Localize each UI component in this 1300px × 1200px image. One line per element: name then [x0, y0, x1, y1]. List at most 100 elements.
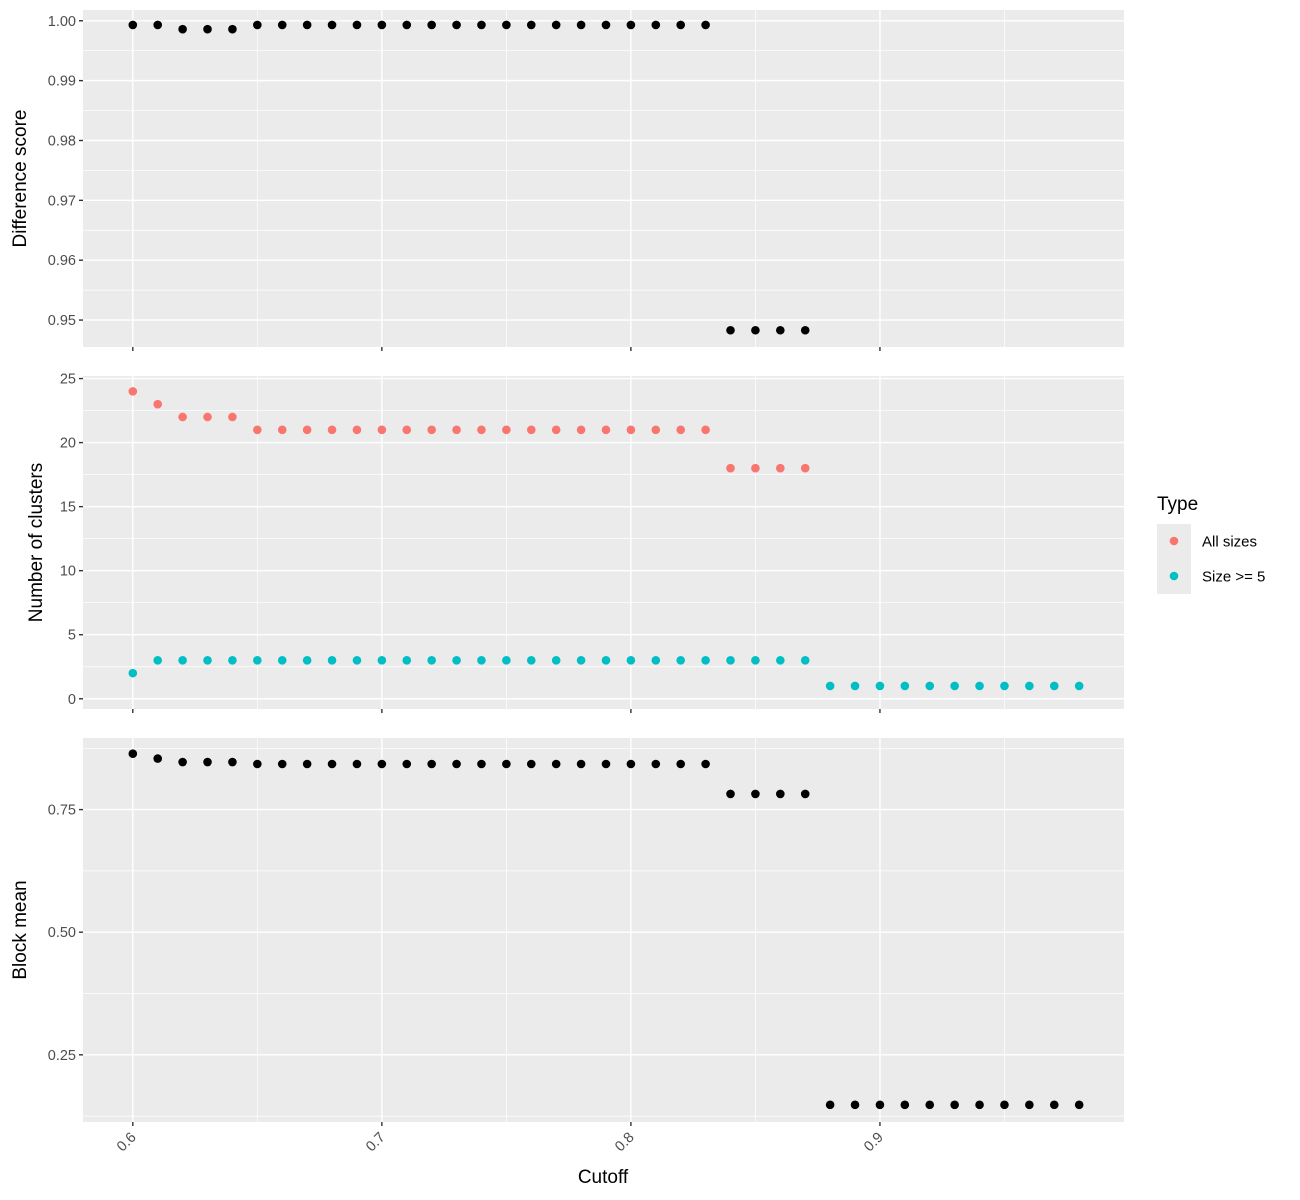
- data-point: [1000, 1100, 1009, 1110]
- data-point: [850, 681, 860, 691]
- data-point: [377, 20, 387, 30]
- data-point: [377, 425, 387, 435]
- data-point: [825, 1100, 835, 1110]
- data-point: [875, 1100, 885, 1110]
- data-point: [153, 754, 163, 763]
- y-tick-label: 0.25: [48, 1048, 76, 1064]
- data-point: [327, 656, 337, 665]
- legend-entries: All sizes Size >= 5: [1169, 534, 1265, 586]
- data-point: [377, 656, 387, 665]
- legend-key: [1169, 571, 1179, 581]
- data-point: [352, 425, 362, 435]
- data-point: [776, 789, 785, 799]
- legend-key-background: [1157, 524, 1191, 594]
- y-tick-label: 0.75: [48, 803, 76, 819]
- panel-background: [83, 738, 1124, 1122]
- data-point: [526, 759, 536, 769]
- data-point: [1049, 1100, 1059, 1110]
- y-tick-label: 5: [68, 628, 76, 644]
- data-point: [253, 656, 262, 665]
- panel-3: 0.25 0.50 0.75 Block mean: [10, 738, 1124, 1126]
- data-point: [950, 681, 959, 691]
- data-point: [427, 759, 436, 769]
- data-point: [228, 656, 237, 665]
- data-point: [178, 757, 187, 767]
- data-point: [1074, 1100, 1084, 1110]
- data-point: [800, 789, 810, 799]
- data-point: [975, 681, 984, 691]
- data-point: [900, 1100, 910, 1110]
- data-point: [203, 656, 212, 665]
- data-point: [452, 759, 461, 769]
- data-point: [925, 681, 935, 691]
- data-point: [751, 463, 760, 473]
- data-point: [203, 412, 212, 422]
- data-point: [402, 425, 412, 435]
- data-point: [726, 656, 735, 665]
- panel-2: 0 5 10 15 20 25 Number of clusters: [26, 372, 1124, 713]
- legend-title: Type: [1157, 494, 1198, 515]
- y-tick-label: 0.99: [48, 74, 76, 90]
- data-point: [203, 24, 212, 34]
- data-point: [228, 24, 237, 34]
- data-point: [601, 656, 611, 665]
- data-point: [452, 656, 461, 665]
- data-point: [352, 656, 362, 665]
- data-point: [526, 656, 536, 665]
- data-point: [526, 20, 536, 30]
- data-point: [626, 656, 636, 665]
- data-point: [1025, 681, 1034, 691]
- data-point: [327, 425, 337, 435]
- data-point: [825, 681, 835, 691]
- data-point: [751, 325, 760, 335]
- x-tick-label: 0.9: [861, 1130, 887, 1156]
- data-point: [576, 20, 586, 30]
- data-point: [551, 656, 561, 665]
- data-point: [601, 759, 611, 769]
- data-point: [302, 425, 312, 435]
- data-point: [502, 425, 511, 435]
- data-point: [477, 759, 486, 769]
- data-point: [726, 789, 735, 799]
- data-point: [427, 20, 436, 30]
- legend: Type All sizes Size >= 5: [1157, 494, 1265, 594]
- data-point: [502, 656, 511, 665]
- data-point: [900, 681, 910, 691]
- x-tick-label: 0.7: [363, 1130, 389, 1156]
- y-tick-label: 0.95: [48, 313, 76, 329]
- data-point: [153, 20, 163, 30]
- data-point: [551, 20, 561, 30]
- data-point: [800, 325, 810, 335]
- data-point: [302, 20, 312, 30]
- data-point: [576, 425, 586, 435]
- data-point: [726, 463, 735, 473]
- data-point: [402, 759, 412, 769]
- data-point: [576, 759, 586, 769]
- y-tick-label: 0.97: [48, 193, 76, 209]
- data-point: [1049, 681, 1059, 691]
- data-point: [1025, 1100, 1034, 1110]
- data-point: [402, 656, 412, 665]
- data-point: [626, 425, 636, 435]
- data-point: [402, 20, 412, 30]
- data-point: [626, 20, 636, 30]
- data-point: [277, 20, 287, 30]
- data-point: [551, 759, 561, 769]
- data-point: [875, 681, 885, 691]
- data-point: [153, 656, 163, 665]
- data-point: [975, 1100, 984, 1110]
- data-point: [676, 759, 686, 769]
- data-point: [676, 20, 686, 30]
- data-point: [352, 759, 362, 769]
- panel-background: [83, 10, 1124, 347]
- y-tick-label: 1.00: [48, 14, 76, 30]
- data-point: [701, 656, 710, 665]
- data-point: [576, 656, 586, 665]
- data-point: [651, 759, 661, 769]
- data-point: [253, 425, 262, 435]
- y-tick-label: 0.98: [48, 133, 76, 149]
- data-point: [477, 425, 486, 435]
- data-point: [651, 656, 661, 665]
- data-point: [452, 20, 461, 30]
